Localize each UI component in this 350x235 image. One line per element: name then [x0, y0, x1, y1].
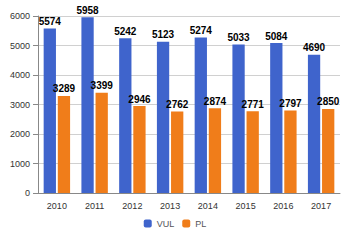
svg-text:2016: 2016 — [273, 201, 293, 211]
svg-text:2011: 2011 — [85, 201, 104, 211]
svg-text:5033: 5033 — [227, 32, 250, 43]
svg-text:2874: 2874 — [204, 96, 227, 107]
svg-text:2017: 2017 — [311, 201, 331, 211]
svg-text:2946: 2946 — [128, 94, 151, 105]
svg-text:2012: 2012 — [122, 201, 142, 211]
svg-text:5274: 5274 — [190, 25, 213, 36]
svg-text:5000: 5000 — [10, 41, 30, 51]
svg-text:0: 0 — [25, 188, 30, 198]
svg-text:2771: 2771 — [242, 99, 265, 110]
svg-text:VUL: VUL — [157, 219, 175, 229]
svg-text:5958: 5958 — [76, 5, 99, 16]
svg-text:3289: 3289 — [53, 83, 76, 94]
svg-text:2797: 2797 — [279, 98, 302, 109]
svg-text:1000: 1000 — [10, 159, 30, 169]
svg-text:5084: 5084 — [265, 31, 288, 42]
svg-text:5574: 5574 — [39, 16, 62, 27]
svg-text:4690: 4690 — [303, 42, 326, 53]
svg-text:5242: 5242 — [114, 26, 137, 37]
svg-text:2850: 2850 — [317, 96, 340, 107]
svg-text:2010: 2010 — [47, 201, 67, 211]
svg-text:4000: 4000 — [10, 70, 30, 80]
svg-text:2015: 2015 — [236, 201, 256, 211]
svg-text:2762: 2762 — [166, 99, 189, 110]
svg-text:3000: 3000 — [10, 100, 30, 110]
svg-text:2013: 2013 — [160, 201, 180, 211]
svg-text:PL: PL — [195, 219, 206, 229]
svg-text:3399: 3399 — [91, 80, 114, 91]
svg-text:6000: 6000 — [10, 11, 30, 21]
svg-text:2000: 2000 — [10, 129, 30, 139]
svg-text:5123: 5123 — [152, 29, 175, 40]
svg-text:2014: 2014 — [198, 201, 218, 211]
